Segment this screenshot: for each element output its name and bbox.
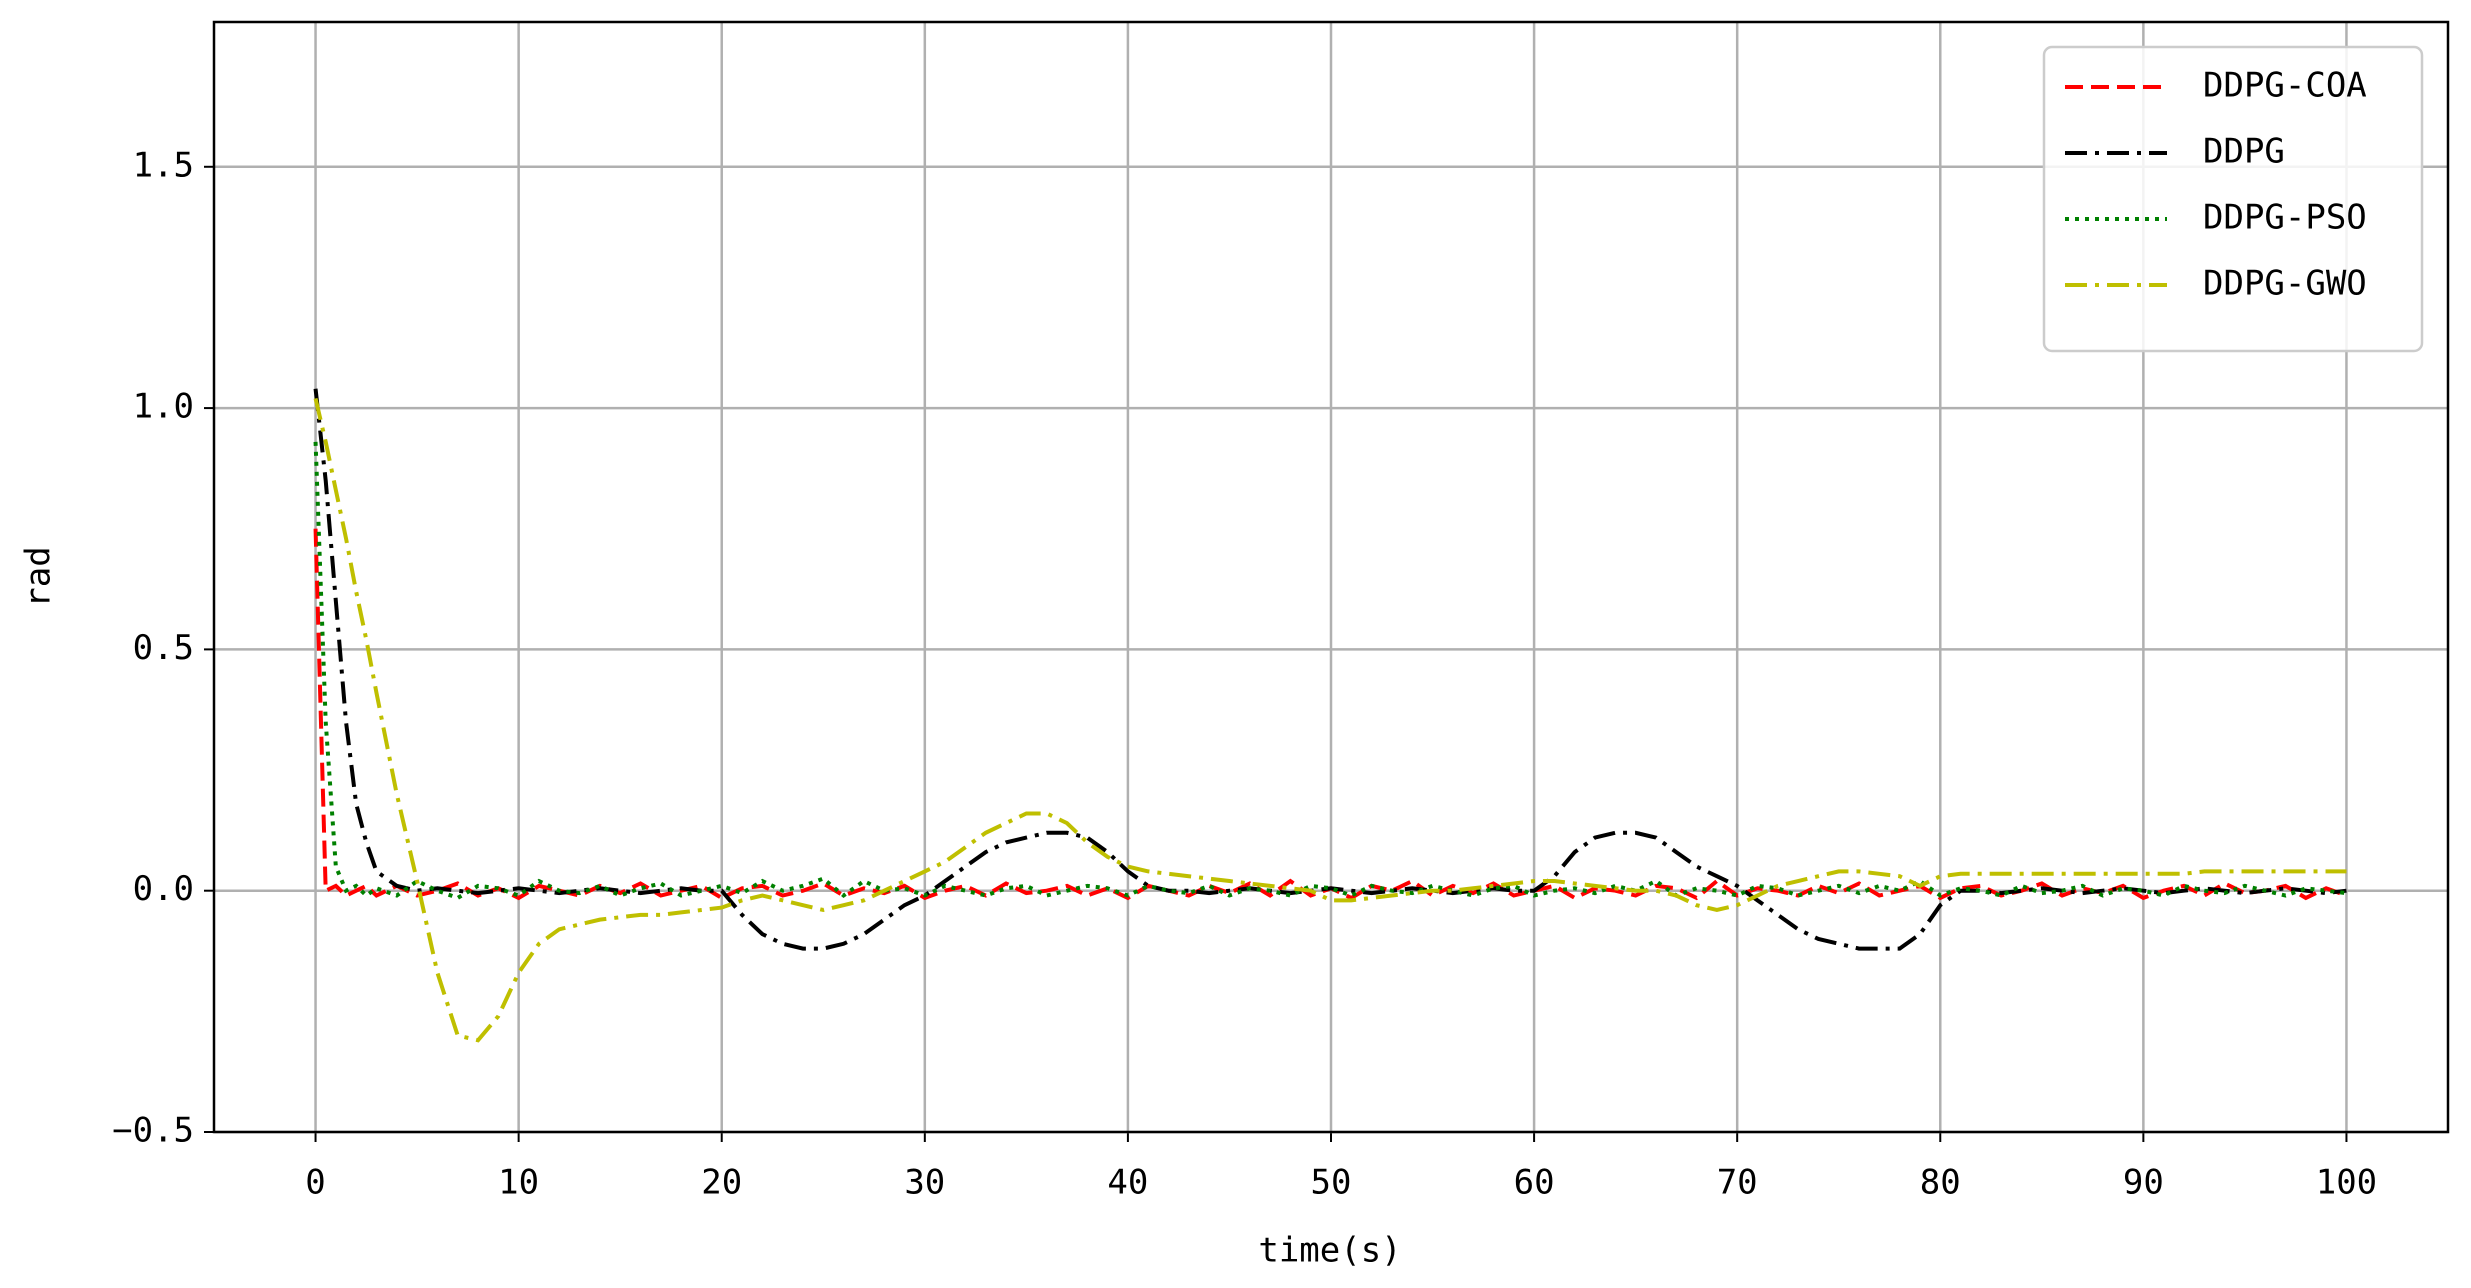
y-tick-label: 1.0 — [133, 387, 194, 427]
x-axis-label: time(s) — [1258, 1231, 1401, 1271]
data-line — [313, 441, 2347, 901]
x-tick-label: 20 — [701, 1163, 742, 1203]
plot-frame — [212, 20, 2450, 1134]
x-tick-label: 10 — [498, 1163, 539, 1203]
data-line — [313, 397, 2347, 1043]
x-tick-label: 60 — [1514, 1163, 1555, 1203]
y-tick-label: 0.5 — [133, 628, 194, 668]
legend: DDPG-COA DDPG DDPG-PSO DDPG-GWO — [2042, 45, 2424, 353]
y-tick-label: −0.5 — [112, 1111, 194, 1151]
legend-box — [2042, 45, 2424, 353]
x-tick-label: 90 — [2123, 1163, 2164, 1203]
y-axis-label: rad — [19, 546, 59, 607]
x-tick-label: 30 — [904, 1163, 945, 1203]
y-tick-label: 1.5 — [133, 145, 194, 185]
legend-label: DDPG-PSO — [2203, 198, 2367, 238]
legend-label: DDPG-COA — [2203, 66, 2367, 106]
data-line — [313, 388, 2347, 951]
legend-label: DDPG-GWO — [2203, 264, 2367, 304]
x-tick-label: 50 — [1311, 1163, 1352, 1203]
legend-label: DDPG — [2203, 132, 2285, 172]
x-tick-label: 70 — [1717, 1163, 1758, 1203]
x-tick-label: 40 — [1107, 1163, 1148, 1203]
x-tick-label: 80 — [1920, 1163, 1961, 1203]
x-tick-label: 0 — [305, 1163, 325, 1203]
x-tick-label: 100 — [2316, 1163, 2377, 1203]
y-tick-label: 0.0 — [133, 869, 194, 909]
